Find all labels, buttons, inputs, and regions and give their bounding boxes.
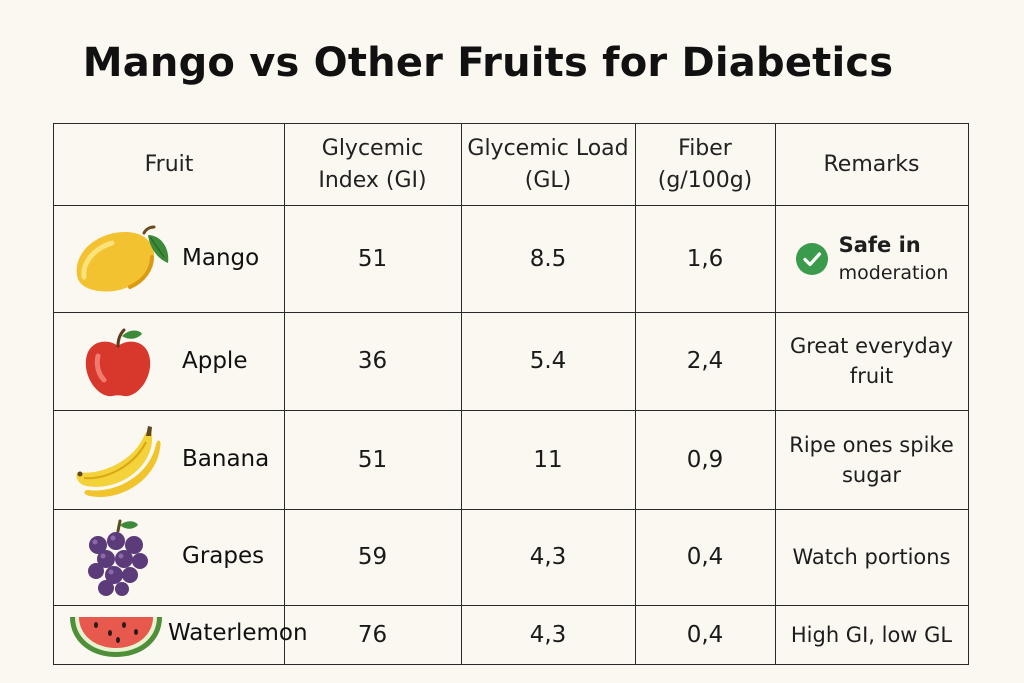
fiber-value: 0,4 bbox=[686, 621, 724, 648]
apple-icon bbox=[85, 328, 151, 397]
table-row-banana-fruit: Banana bbox=[54, 410, 284, 509]
header-glycemic-index: Glycemic Index (GI) bbox=[318, 135, 427, 193]
remark-main: Safe in bbox=[838, 232, 921, 257]
table-row-grapes-fruit: Grapes bbox=[54, 509, 284, 605]
fruit-name: Apple bbox=[182, 348, 248, 374]
grapes-icon bbox=[88, 519, 148, 596]
gl-value: 5.4 bbox=[529, 348, 567, 374]
row-divider bbox=[54, 410, 968, 411]
gi-value: 59 bbox=[357, 544, 388, 570]
gi-value: 51 bbox=[357, 245, 388, 272]
table-row-watermelon-fruit: Waterlemon bbox=[54, 605, 308, 664]
row-divider bbox=[54, 205, 968, 206]
row-divider bbox=[54, 509, 968, 510]
column-divider bbox=[775, 124, 776, 664]
remark-cell: Great everyday fruit bbox=[789, 334, 954, 388]
page-title: Mango vs Other Fruits for Diabetics bbox=[82, 40, 894, 86]
header-fiber: Fiber (g/100g) bbox=[657, 135, 753, 193]
header-remarks: Remarks bbox=[823, 151, 920, 177]
banana-icon bbox=[76, 426, 161, 497]
safe-remark: Safe in moderation bbox=[795, 231, 949, 287]
fruit-name: Grapes bbox=[182, 543, 265, 569]
remark-sub: moderation bbox=[838, 261, 949, 284]
table-row-apple-fruit: Apple bbox=[54, 312, 284, 410]
gl-value: 4,3 bbox=[529, 544, 567, 570]
fruit-name: Mango bbox=[182, 245, 260, 271]
table-row-mango-fruit: Mango bbox=[54, 205, 284, 312]
gl-value: 4,3 bbox=[529, 621, 567, 648]
column-divider bbox=[461, 124, 462, 664]
gi-value: 51 bbox=[357, 446, 388, 473]
fiber-value: 1,6 bbox=[686, 245, 724, 272]
header-fruit: Fruit bbox=[144, 151, 194, 177]
row-divider bbox=[54, 312, 968, 313]
gi-value: 36 bbox=[357, 348, 388, 374]
remark-cell: Watch portions bbox=[792, 545, 951, 569]
column-divider bbox=[284, 124, 285, 664]
gl-value: 8.5 bbox=[529, 245, 567, 272]
gi-value: 76 bbox=[357, 621, 388, 648]
comparison-table: Fruit Glycemic Index (GI) Glycemic Load … bbox=[53, 123, 969, 665]
remark-cell: Ripe ones spike sugar bbox=[789, 432, 954, 487]
watermelon-icon bbox=[70, 617, 162, 657]
fruit-name: Waterlemon bbox=[168, 620, 308, 646]
fiber-value: 0,4 bbox=[686, 544, 724, 570]
mango-icon bbox=[76, 225, 169, 292]
check-circle-icon bbox=[795, 242, 828, 275]
row-divider bbox=[54, 605, 968, 606]
fruit-name: Banana bbox=[182, 446, 270, 472]
gl-value: 11 bbox=[533, 446, 563, 473]
remark-cell: High GI, low GL bbox=[790, 622, 953, 647]
remark-cell: Safe in moderation bbox=[775, 205, 968, 312]
column-divider bbox=[635, 124, 636, 664]
fiber-value: 0,9 bbox=[686, 446, 724, 473]
header-glycemic-load: Glycemic Load (GL) bbox=[467, 135, 629, 193]
fiber-value: 2,4 bbox=[686, 348, 724, 374]
